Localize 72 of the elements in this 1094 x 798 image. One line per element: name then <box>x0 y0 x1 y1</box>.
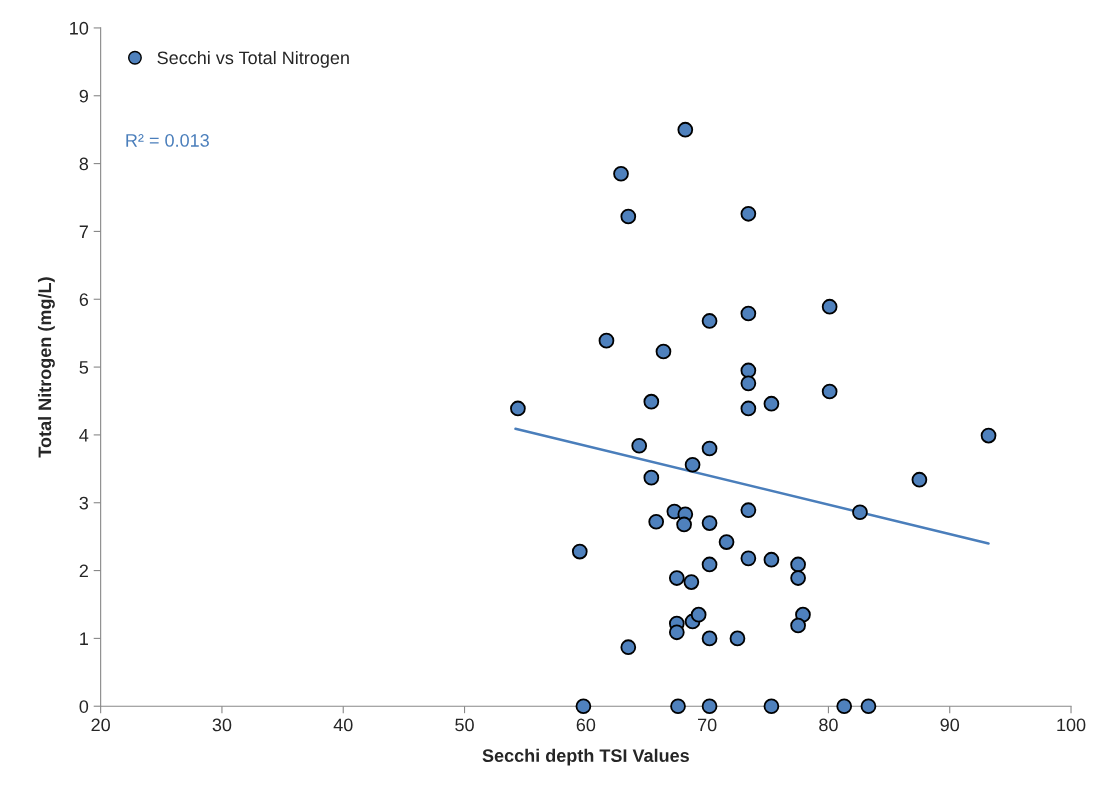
legend-label: Secchi vs Total Nitrogen <box>157 50 349 68</box>
point <box>836 698 853 715</box>
point <box>701 440 718 457</box>
point <box>790 556 806 573</box>
point <box>701 698 718 715</box>
y-tick-label: 8 <box>79 157 89 171</box>
point <box>790 570 806 586</box>
y-axis-title: Total Nitrogen (mg/L) <box>37 277 55 458</box>
point <box>740 400 757 417</box>
point <box>575 698 592 715</box>
point <box>620 208 637 225</box>
point <box>690 606 707 623</box>
point <box>852 504 868 521</box>
x-tick-label: 30 <box>212 718 232 732</box>
x-tick-label: 60 <box>576 718 596 732</box>
y-tick-label: 1 <box>80 632 88 645</box>
point <box>598 332 615 349</box>
point <box>740 550 757 567</box>
y-tick-label: 10 <box>70 21 89 35</box>
point <box>620 639 637 656</box>
point <box>701 556 718 573</box>
point <box>668 570 685 586</box>
point <box>676 516 692 533</box>
point <box>571 543 588 560</box>
point <box>729 630 746 647</box>
point <box>643 469 660 486</box>
point <box>763 698 780 715</box>
point <box>701 515 718 531</box>
y-tick-label: 7 <box>79 225 88 238</box>
point <box>684 456 701 473</box>
point <box>911 471 928 488</box>
y-tick-label: 4 <box>79 429 89 442</box>
x-tick-label: 20 <box>91 718 110 732</box>
point <box>613 165 629 182</box>
y-tick-label: 6 <box>79 293 89 306</box>
point <box>668 624 685 641</box>
x-tick-label: 90 <box>940 718 960 732</box>
point <box>718 534 735 550</box>
point <box>790 617 806 634</box>
y-tick-label: 5 <box>79 361 89 374</box>
y-tick-label: 2 <box>79 564 88 578</box>
y-tick-label: 9 <box>79 89 88 103</box>
x-tick-label: 40 <box>333 718 353 732</box>
point <box>648 513 665 530</box>
point <box>740 305 757 322</box>
y-tick-label: 0 <box>79 700 89 713</box>
x-tick-label: 70 <box>698 718 717 732</box>
x-tick-label: 100 <box>1057 718 1086 732</box>
point <box>701 313 718 329</box>
point <box>740 205 757 222</box>
x-tick-label: 80 <box>819 718 838 732</box>
point <box>510 400 526 417</box>
annotation: R² = 0.013 <box>126 134 209 147</box>
point <box>670 698 686 715</box>
point <box>980 427 997 444</box>
point <box>821 298 838 315</box>
point <box>740 362 757 379</box>
point <box>763 395 780 412</box>
point <box>643 393 660 410</box>
point <box>701 630 718 647</box>
point <box>860 698 877 715</box>
point <box>655 343 672 360</box>
y-tick-label: 3 <box>79 496 89 510</box>
point <box>763 551 780 568</box>
x-axis-title: Secchi depth TSI Values <box>482 748 689 766</box>
point <box>683 574 700 590</box>
point <box>740 375 757 392</box>
point <box>631 437 648 454</box>
x-tick-label: 50 <box>455 718 474 732</box>
point <box>677 121 694 138</box>
point <box>821 383 838 400</box>
point <box>740 502 757 519</box>
